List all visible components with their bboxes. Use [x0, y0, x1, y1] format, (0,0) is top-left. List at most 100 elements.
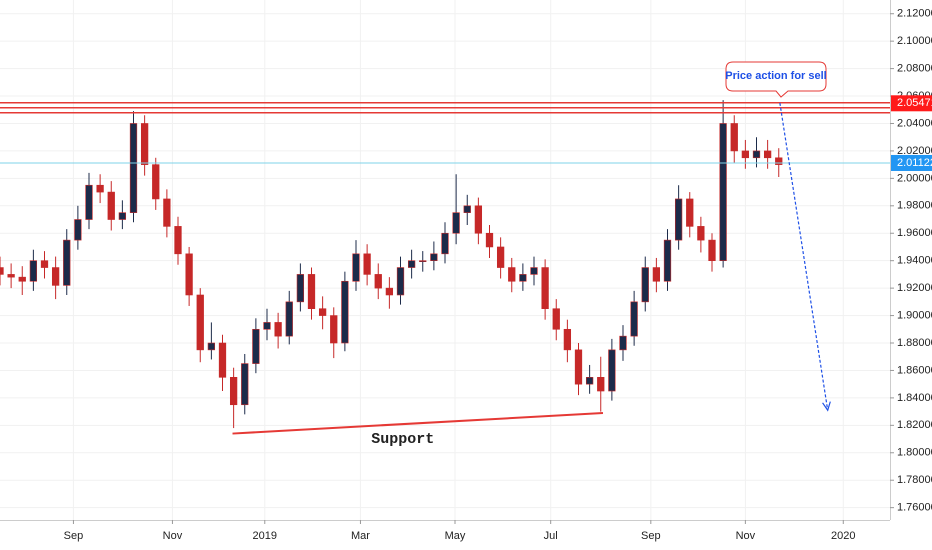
candle-body	[430, 253, 438, 261]
price-label: 2.01122	[897, 157, 932, 169]
candle-body	[218, 342, 227, 378]
candle-body	[296, 274, 305, 303]
y-tick-label: 2.00000	[897, 172, 932, 184]
candle-body	[608, 349, 616, 392]
price-label-bg	[891, 95, 932, 112]
candle-body	[641, 267, 649, 303]
candle-body	[708, 239, 716, 261]
candle-body	[508, 267, 516, 282]
candle-body	[185, 253, 193, 296]
candle-body	[107, 191, 115, 220]
candle-body	[519, 274, 527, 282]
candle-body	[29, 260, 38, 282]
candle-body	[775, 157, 783, 165]
candle-body	[374, 274, 382, 289]
candle-body	[597, 377, 605, 392]
y-tick-label: 1.78000	[897, 474, 932, 486]
candle-body	[563, 328, 572, 351]
candle-body	[51, 267, 60, 286]
x-tick-label: Mar	[351, 530, 370, 542]
candle-body	[686, 198, 694, 227]
candle-body	[730, 123, 738, 152]
candle-body	[7, 274, 15, 278]
candle-body	[752, 150, 761, 159]
candle-body	[652, 267, 661, 282]
y-tick-label: 1.92000	[897, 282, 932, 294]
candle-body	[485, 232, 494, 248]
candle-body	[207, 342, 216, 351]
candle-body	[741, 150, 750, 159]
plot: Support Price action for sell	[0, 61, 890, 448]
candle-body	[385, 287, 394, 296]
candle-body	[252, 328, 260, 364]
candle-body	[630, 301, 638, 337]
y-tick-label: 1.80000	[897, 447, 932, 459]
callout-text: Price action for sell	[725, 70, 826, 82]
candle-body	[619, 335, 627, 351]
y-tick-label: 1.96000	[897, 227, 932, 239]
candle-body	[152, 164, 160, 200]
price-label-bg	[891, 154, 932, 171]
y-tick-label: 2.04000	[897, 117, 932, 129]
candle-body	[419, 260, 427, 262]
y-tick-label: 1.90000	[897, 309, 932, 321]
candle-body	[452, 212, 460, 234]
candle-body	[140, 123, 149, 165]
candle-body	[441, 232, 449, 255]
candle-body	[318, 308, 327, 316]
candle-body	[697, 226, 705, 241]
x-tick-label: Nov	[736, 530, 756, 542]
candle-body	[63, 239, 71, 286]
arrow-head	[822, 401, 831, 412]
y-tick-label: 2.10000	[897, 35, 932, 47]
candle-body	[129, 123, 138, 213]
y-tick-label: 1.98000	[897, 200, 932, 212]
candle-body	[363, 253, 371, 275]
support-label: Support	[371, 431, 434, 448]
candle-body	[719, 123, 727, 261]
candle-body	[263, 322, 271, 330]
arrow-line	[779, 102, 829, 411]
x-tick-label: Sep	[641, 530, 661, 542]
candle-body	[663, 239, 672, 282]
y-tick-label: 1.88000	[897, 337, 932, 349]
x-tick-label: Jul	[544, 530, 558, 542]
callout-box	[725, 61, 827, 98]
candle-body	[241, 363, 249, 406]
price-label: 2.05471	[897, 97, 932, 109]
y-tick-label: 1.76000	[897, 502, 932, 514]
axes: 2.120002.100002.080002.060002.040002.020…	[64, 8, 932, 542]
candle-body	[0, 267, 4, 275]
candle-body	[285, 301, 293, 337]
candle-body	[118, 212, 127, 220]
candle-body	[330, 315, 338, 344]
x-tick-label: Nov	[163, 530, 183, 542]
candle-body	[763, 150, 772, 159]
candle-body	[274, 322, 282, 337]
candle-body	[18, 276, 26, 282]
candle-body	[163, 198, 171, 227]
candle-body	[96, 184, 104, 193]
candle-body	[530, 267, 538, 275]
candle-body	[541, 267, 549, 310]
candle-body	[396, 267, 405, 296]
x-tick-label: 2020	[831, 530, 855, 542]
candle-body	[552, 308, 560, 330]
candle-body	[341, 280, 349, 344]
candle-body	[585, 377, 594, 385]
support-line	[232, 411, 604, 435]
y-tick-label: 1.94000	[897, 255, 932, 267]
candle-body	[496, 246, 505, 268]
y-tick-label: 2.12000	[897, 8, 932, 20]
y-tick-label: 1.84000	[897, 392, 932, 404]
y-tick-label: 1.82000	[897, 419, 932, 431]
candle-body	[674, 198, 683, 241]
candle-body	[474, 205, 483, 234]
candle-body	[40, 260, 49, 268]
y-tick-label: 1.86000	[897, 364, 932, 376]
candle-body	[352, 253, 360, 282]
y-tick-label: 2.02000	[897, 145, 932, 157]
candle-body	[74, 219, 82, 241]
x-tick-label: May	[445, 530, 466, 542]
